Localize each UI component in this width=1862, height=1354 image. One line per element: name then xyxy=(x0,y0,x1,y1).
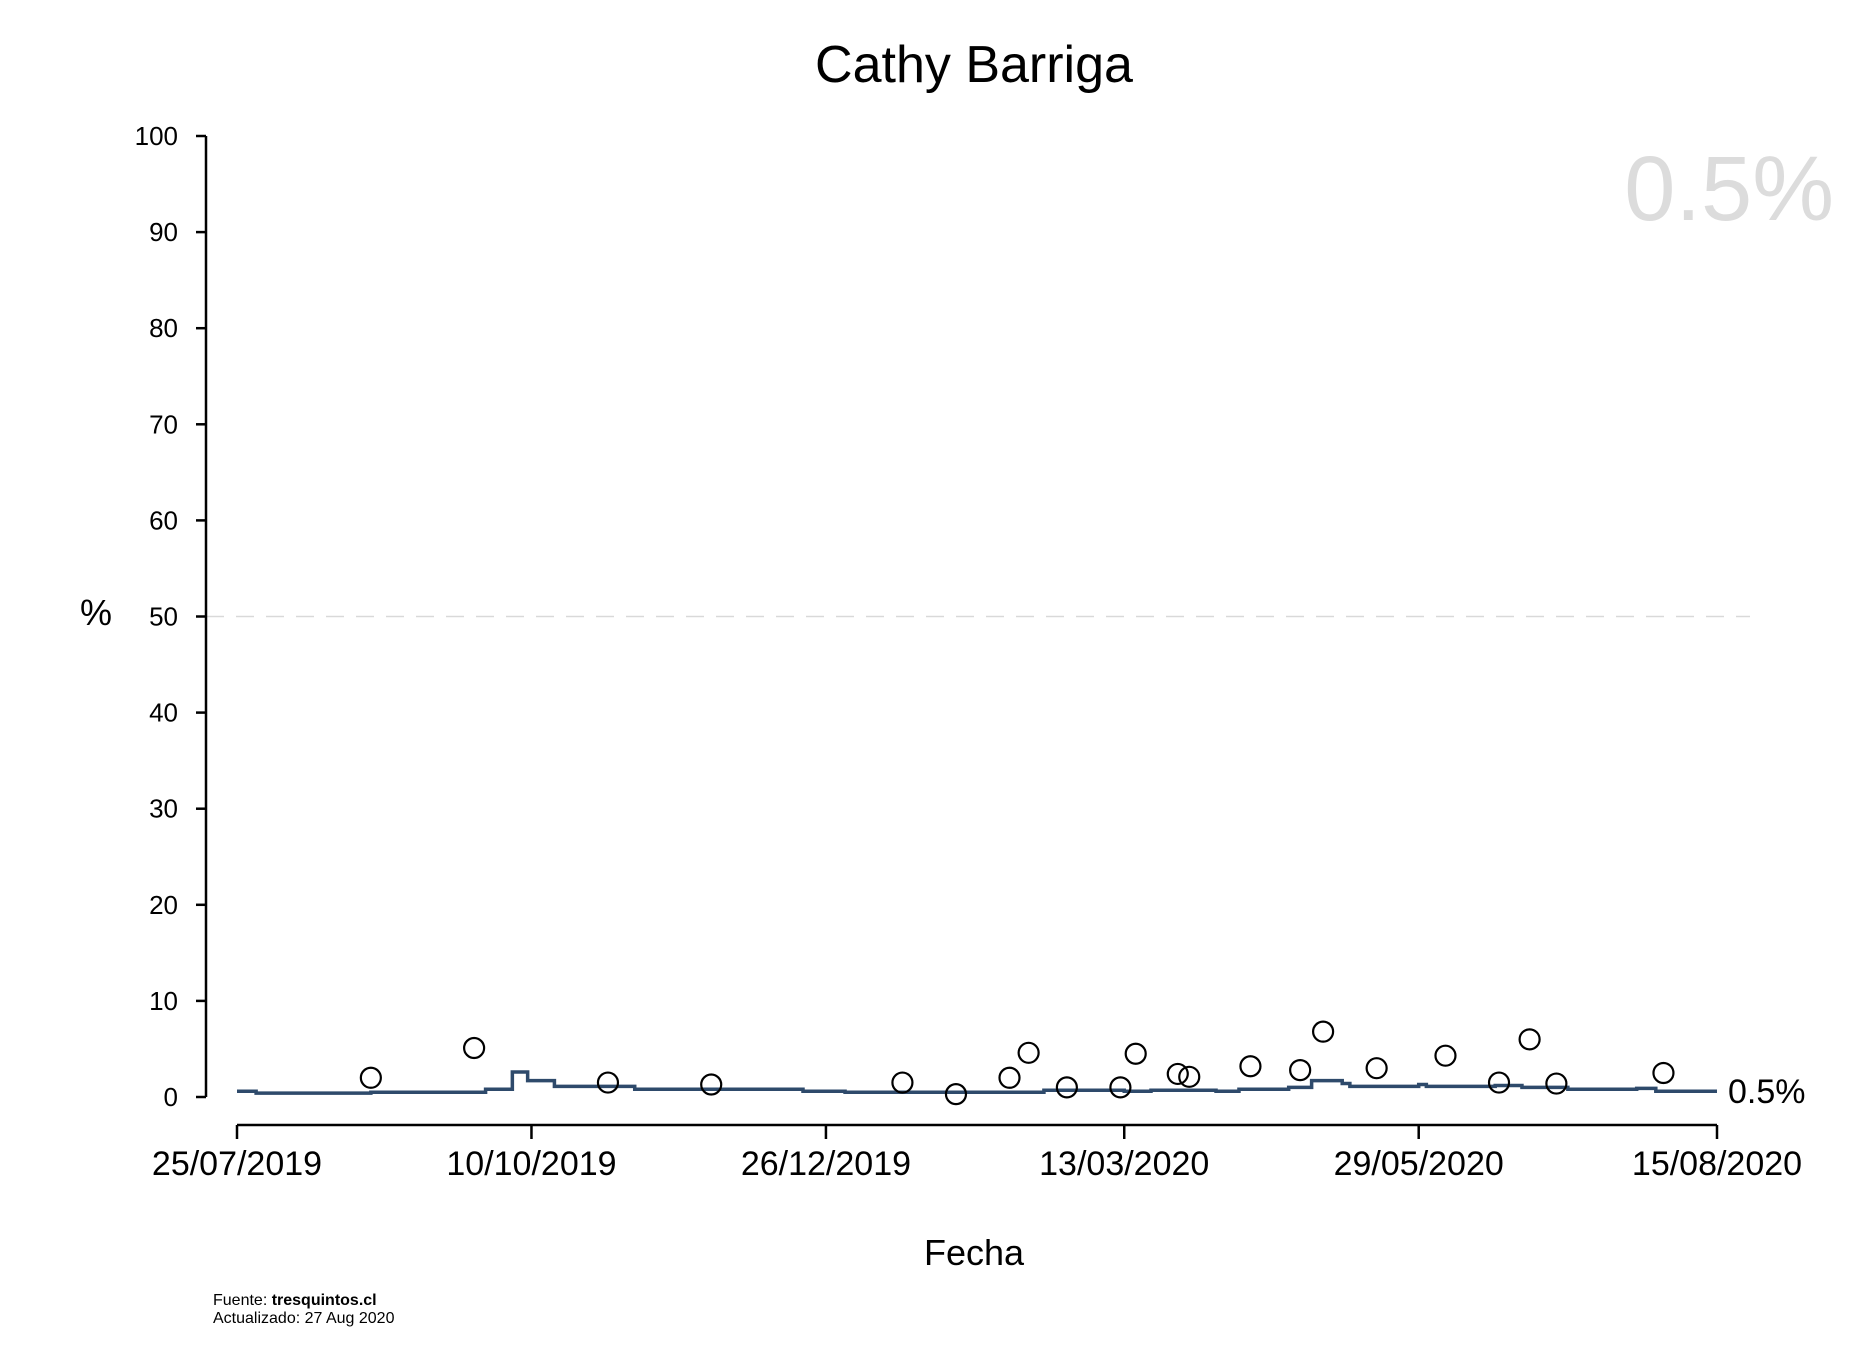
x-tick-label: 10/10/2019 xyxy=(446,1145,616,1183)
y-tick-label: 60 xyxy=(149,505,178,535)
y-tick-label: 80 xyxy=(149,313,178,343)
poll-point xyxy=(1166,1062,1189,1086)
poll-point xyxy=(891,1071,914,1094)
x-tick-label: 26/12/2019 xyxy=(741,1145,911,1183)
poll-point xyxy=(1178,1065,1201,1088)
x-axis-label: Fecha xyxy=(924,1232,1025,1273)
y-axis-label: % xyxy=(80,592,112,633)
y-tick-label: 50 xyxy=(149,602,178,632)
x-tick-label: 15/08/2020 xyxy=(1632,1145,1802,1183)
poll-point xyxy=(1365,1057,1388,1080)
poll-point xyxy=(998,1066,1021,1089)
y-tick-label: 70 xyxy=(149,409,178,439)
poll-point xyxy=(1017,1041,1040,1064)
poll-point xyxy=(359,1066,382,1089)
y-tick-label: 100 xyxy=(135,121,178,151)
poll-point xyxy=(1109,1076,1132,1099)
footer: Fuente: tresquintos.cl Actualizado: 27 A… xyxy=(213,1292,394,1328)
y-axis: 0 10 20 30 40 50 60 70 80 90 100 xyxy=(135,121,208,1112)
x-tick-label: 25/07/2019 xyxy=(152,1145,322,1183)
poll-point xyxy=(1311,1020,1335,1043)
poll-point xyxy=(1239,1055,1262,1078)
y-tick-label: 20 xyxy=(149,890,178,920)
y-tick-label: 10 xyxy=(149,986,178,1016)
poll-point xyxy=(944,1083,968,1106)
source-prefix: Fuente: xyxy=(213,1292,272,1309)
poll-point xyxy=(1545,1072,1568,1095)
poll-point xyxy=(596,1071,620,1094)
y-tick-label: 90 xyxy=(149,217,178,247)
poll-point xyxy=(1434,1044,1457,1067)
x-axis: 25/07/2019 10/10/2019 26/12/2019 13/03/2020… xyxy=(152,1123,1802,1183)
poll-point xyxy=(1487,1071,1511,1094)
x-tick-label: 13/03/2020 xyxy=(1039,1145,1209,1183)
updated-line: Actualizado: 27 Aug 2020 xyxy=(213,1310,395,1327)
source-line: Fuente: tresquintos.cl xyxy=(213,1292,394,1310)
poll-point xyxy=(463,1036,486,1060)
latest-value-watermark: 0.5% xyxy=(1624,138,1834,240)
poll-point xyxy=(700,1073,723,1096)
poll-point xyxy=(1055,1076,1078,1099)
y-tick-label: 0 xyxy=(164,1082,178,1112)
y-tick-label: 40 xyxy=(149,698,178,728)
end-value-label: 0.5% xyxy=(1728,1073,1806,1111)
y-tick-label: 30 xyxy=(149,794,178,824)
chart-title: Cathy Barriga xyxy=(815,36,1133,94)
trend-series-line xyxy=(237,1070,1717,1095)
source-link[interactable]: tresquintos.cl xyxy=(271,1292,377,1309)
poll-point xyxy=(1289,1058,1312,1082)
x-tick-label: 29/05/2020 xyxy=(1334,1145,1504,1183)
poll-points xyxy=(359,1020,1675,1106)
poll-point xyxy=(1652,1061,1675,1085)
poll-point xyxy=(1518,1028,1541,1051)
poll-point xyxy=(1124,1042,1147,1065)
trend-line xyxy=(237,1070,1717,1095)
